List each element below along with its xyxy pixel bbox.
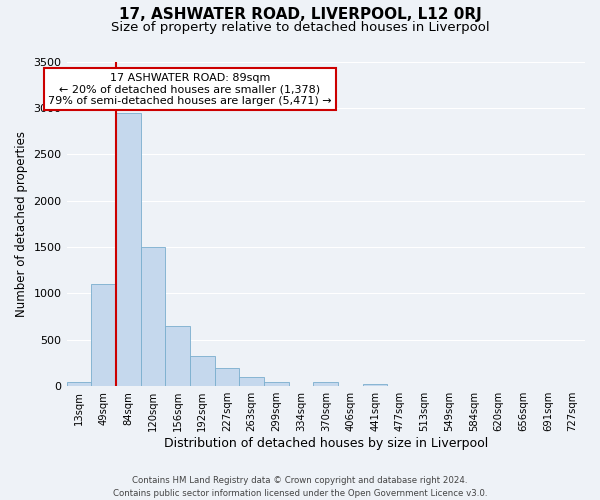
Bar bbox=[91, 284, 116, 386]
Y-axis label: Number of detached properties: Number of detached properties bbox=[15, 131, 28, 317]
Bar bbox=[215, 368, 239, 386]
Text: Contains HM Land Registry data © Crown copyright and database right 2024.
Contai: Contains HM Land Registry data © Crown c… bbox=[113, 476, 487, 498]
Text: Size of property relative to detached houses in Liverpool: Size of property relative to detached ho… bbox=[110, 22, 490, 35]
Bar bbox=[116, 112, 140, 386]
Bar bbox=[67, 382, 91, 386]
X-axis label: Distribution of detached houses by size in Liverpool: Distribution of detached houses by size … bbox=[164, 437, 488, 450]
Text: 17, ASHWATER ROAD, LIVERPOOL, L12 0RJ: 17, ASHWATER ROAD, LIVERPOOL, L12 0RJ bbox=[119, 8, 481, 22]
Bar bbox=[165, 326, 190, 386]
Bar bbox=[313, 382, 338, 386]
Bar bbox=[140, 247, 165, 386]
Bar bbox=[363, 384, 388, 386]
Bar bbox=[190, 356, 215, 386]
Bar bbox=[239, 377, 264, 386]
Text: 17 ASHWATER ROAD: 89sqm  
← 20% of detached houses are smaller (1,378)
79% of se: 17 ASHWATER ROAD: 89sqm ← 20% of detache… bbox=[48, 72, 332, 106]
Bar bbox=[264, 382, 289, 386]
